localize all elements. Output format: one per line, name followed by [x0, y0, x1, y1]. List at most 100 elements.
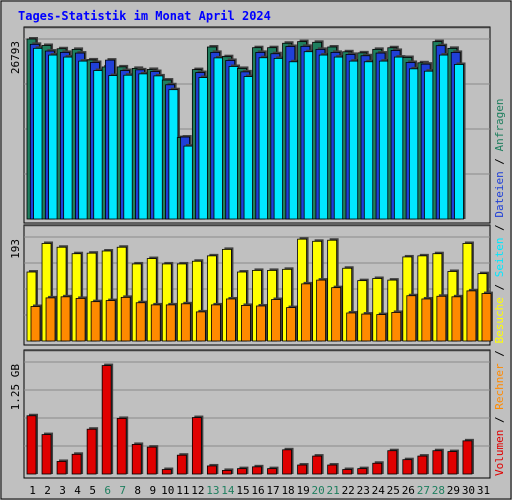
- legend: Volumen / Rechner / Besuche / Seiten / D…: [493, 98, 506, 476]
- bar-rechner: [466, 290, 477, 342]
- x-tick-label: 31: [477, 484, 490, 497]
- x-tick-label: 30: [462, 484, 475, 497]
- bar-volumen: [417, 455, 428, 475]
- bar-volumen: [56, 461, 67, 475]
- legend-separator: /: [493, 277, 506, 297]
- bar-rechner: [165, 304, 176, 342]
- bar-seiten: [63, 56, 74, 220]
- bar-seiten: [213, 57, 224, 220]
- x-tick-label: 21: [327, 484, 340, 497]
- y-max-label: 26793: [9, 41, 22, 74]
- bar-rechner: [210, 304, 221, 342]
- x-tick-label: 8: [134, 484, 141, 497]
- bar-seiten: [153, 75, 164, 220]
- bar-rechner: [451, 296, 462, 342]
- bar-rechner: [406, 295, 417, 342]
- bar-rechner: [226, 298, 236, 342]
- bar-rechner: [481, 293, 492, 342]
- bar-seiten: [168, 89, 179, 220]
- bar-volumen: [101, 365, 112, 475]
- bar-rechner: [120, 296, 131, 342]
- bar-rechner: [30, 306, 41, 342]
- bar-seiten: [228, 66, 239, 220]
- bar-rechner: [256, 305, 266, 342]
- bar-seiten: [138, 73, 149, 220]
- bar-rechner: [75, 298, 86, 342]
- bar-volumen: [237, 468, 247, 475]
- bar-seiten: [258, 57, 269, 220]
- x-tick-label: 9: [149, 484, 156, 497]
- x-tick-label: 14: [221, 484, 235, 497]
- bar-volumen: [222, 470, 232, 475]
- legend-item: Rechner: [493, 363, 506, 410]
- x-tick-label: 27: [417, 484, 430, 497]
- x-tick-label: 16: [251, 484, 264, 497]
- bar-volumen: [402, 459, 413, 475]
- bar-rechner: [45, 297, 56, 342]
- bar-rechner: [436, 295, 447, 342]
- legend-item: Volumen: [493, 430, 506, 476]
- chart-panels: 26793 193 1.25 GB: [9, 26, 493, 479]
- x-tick-label: 29: [447, 484, 460, 497]
- bar-rechner: [241, 305, 251, 342]
- bar-rechner: [361, 313, 372, 342]
- bar-volumen: [312, 455, 323, 475]
- bar-volumen: [387, 450, 398, 475]
- x-tick-label: 13: [206, 484, 219, 497]
- legend-text: Volumen / Rechner / Besuche / Seiten / D…: [493, 98, 506, 476]
- bar-seiten: [123, 74, 134, 220]
- x-tick-label: 11: [176, 484, 189, 497]
- bar-volumen: [26, 415, 37, 475]
- x-axis-labels: 1 2 3 4 5 6 7 8 9 10 11 12 13 14 15 16 17 18 19 20 21 22 23 24 2…: [29, 484, 490, 497]
- bar-volumen: [191, 417, 202, 475]
- bar-volumen: [206, 465, 217, 475]
- bar-volumen: [297, 464, 307, 475]
- bar-seiten: [48, 54, 59, 220]
- bar-rechner: [301, 283, 311, 342]
- bar-seiten: [409, 68, 419, 220]
- x-tick-label: 10: [161, 484, 174, 497]
- y-max-label: 193: [9, 239, 22, 259]
- bar-volumen: [176, 454, 187, 475]
- bar-rechner: [60, 296, 71, 342]
- bar-rechner: [331, 287, 342, 342]
- panel-hits: 26793: [9, 26, 491, 224]
- bar-rechner: [90, 301, 101, 342]
- x-tick-label: 17: [266, 484, 279, 497]
- x-tick-label: 5: [89, 484, 96, 497]
- y-max-label: 1.25 GB: [9, 364, 22, 411]
- bar-rechner: [421, 298, 432, 342]
- bar-seiten: [108, 75, 119, 220]
- x-tick-label: 26: [402, 484, 415, 497]
- x-tick-label: 6: [104, 484, 111, 497]
- bar-seiten: [273, 58, 284, 220]
- bar-rechner: [376, 314, 387, 342]
- bar-seiten: [318, 54, 329, 220]
- bar-rechner: [346, 312, 357, 342]
- panel-frame: [23, 349, 491, 479]
- bar-volumen: [71, 453, 82, 475]
- legend-separator: /: [493, 410, 506, 430]
- x-tick-label: 12: [191, 484, 204, 497]
- x-tick-label: 2: [44, 484, 51, 497]
- bar-rechner: [150, 304, 161, 342]
- bar-seiten: [93, 70, 104, 220]
- x-tick-label: 15: [236, 484, 249, 497]
- bar-rechner: [105, 300, 116, 342]
- chart-title: Tages-Statistik im Monat April 2024: [18, 9, 271, 23]
- x-tick-label: 4: [74, 484, 81, 497]
- bar-seiten: [183, 145, 194, 220]
- bar-volumen: [432, 450, 443, 475]
- bar-seiten: [303, 51, 314, 220]
- legend-item: Dateien: [493, 171, 506, 217]
- bar-volumen: [161, 469, 172, 475]
- x-tick-label: 3: [59, 484, 66, 497]
- bar-seiten: [198, 77, 209, 220]
- bar-seiten: [78, 60, 89, 220]
- bar-volumen: [267, 468, 277, 475]
- bar-volumen: [41, 434, 52, 475]
- bar-volumen: [116, 418, 127, 475]
- legend-separator: /: [493, 218, 506, 238]
